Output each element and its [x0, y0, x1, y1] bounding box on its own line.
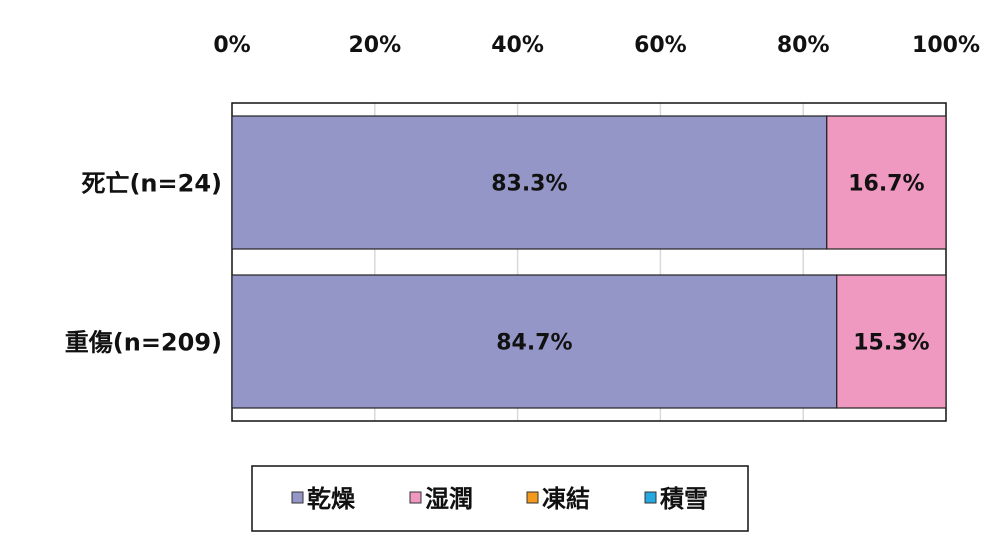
bar-segment: [826, 115, 947, 250]
data-label: 84.7%: [496, 331, 572, 356]
x-tick-label: 20%: [348, 33, 401, 58]
data-label: 16.7%: [848, 172, 924, 197]
legend-label: 乾燥: [307, 485, 356, 513]
legend: [251, 465, 749, 532]
legend-swatch: [291, 491, 304, 504]
plot-area: [231, 102, 947, 422]
legend-swatch: [644, 491, 657, 504]
x-tick-label: 0%: [213, 33, 250, 58]
bar-segment: [231, 115, 828, 250]
data-label: 83.3%: [491, 172, 567, 197]
x-tick-label: 100%: [912, 33, 980, 58]
category-label: 重傷(n=209): [65, 329, 222, 357]
bar-segment: [231, 274, 838, 409]
legend-label: 積雪: [660, 485, 708, 513]
x-tick-label: 80%: [777, 33, 830, 58]
x-tick-label: 60%: [634, 33, 687, 58]
legend-swatch: [526, 491, 539, 504]
data-label: 15.3%: [853, 331, 929, 356]
bar-segment: [836, 274, 947, 409]
legend-label: 凍結: [542, 485, 590, 513]
category-label: 死亡(n=24): [81, 170, 222, 198]
legend-label: 湿潤: [425, 485, 473, 513]
x-tick-label: 40%: [491, 33, 544, 58]
legend-swatch: [409, 491, 422, 504]
